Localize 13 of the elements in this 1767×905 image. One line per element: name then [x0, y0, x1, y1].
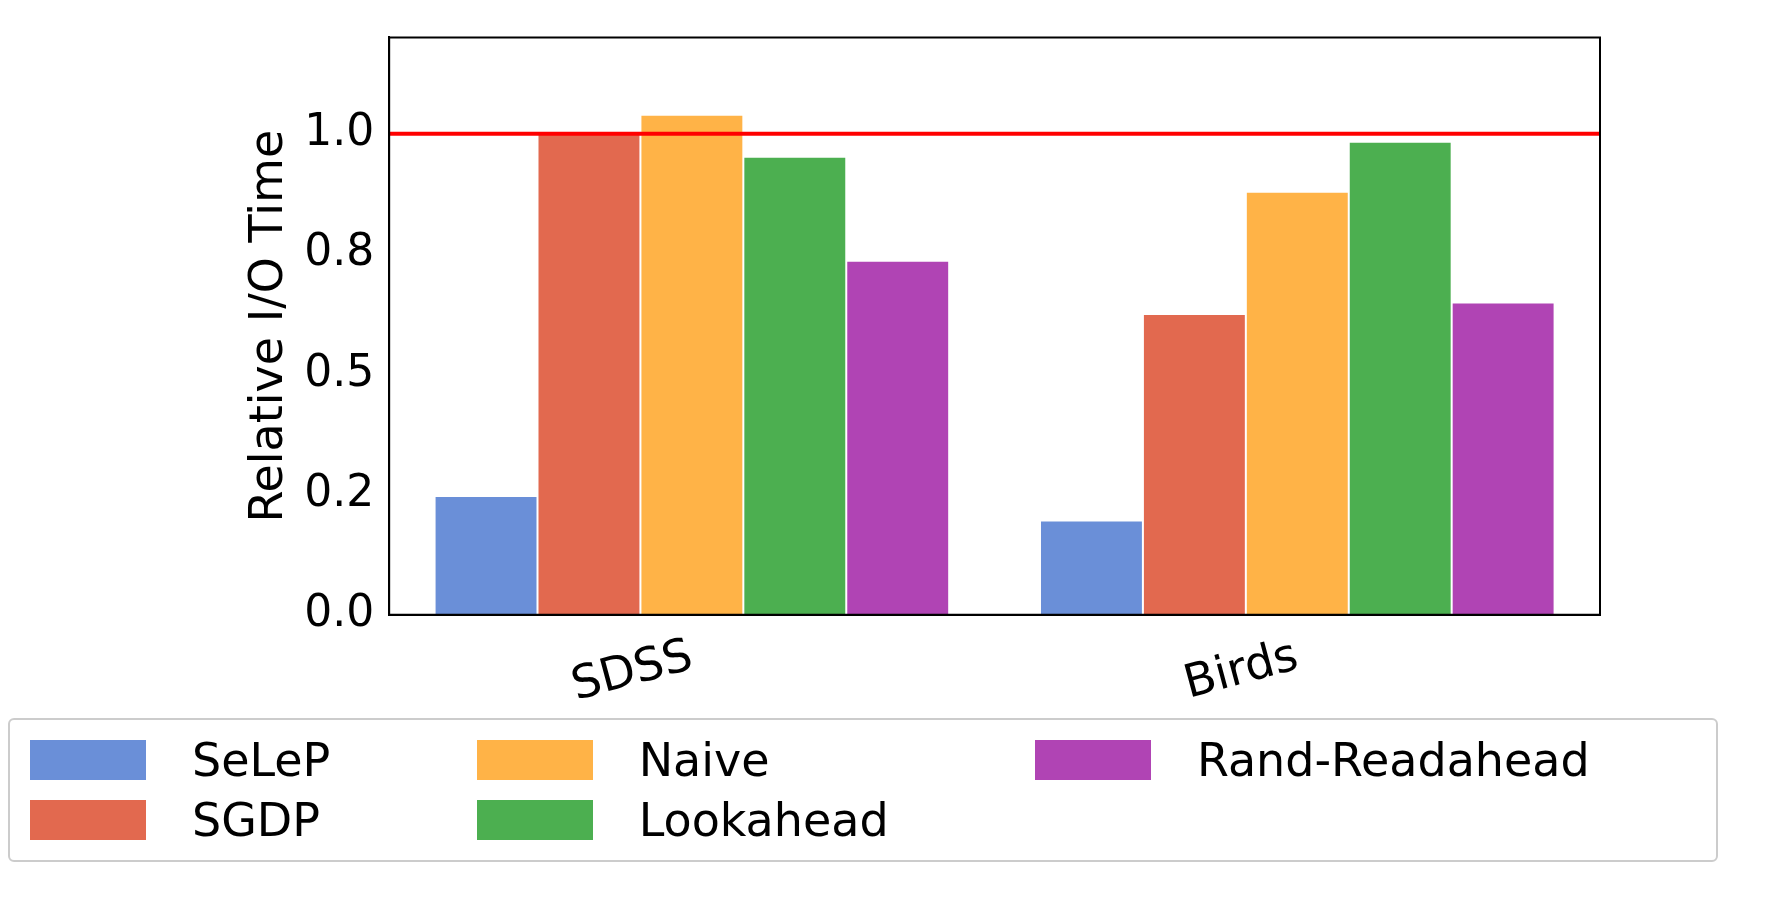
y-axis-title: Relative I/O Time: [238, 129, 293, 523]
y-tick-label: 0.0: [304, 585, 375, 637]
legend-label: Rand-Readahead: [1196, 733, 1590, 787]
legend-label: SeLeP: [192, 733, 331, 787]
legend-label: Lookahead: [638, 793, 889, 847]
legend-label: Naive: [638, 733, 770, 787]
x-tick-label: SDSS: [565, 626, 698, 711]
y-tick-label: 0.5: [304, 344, 375, 396]
y-tick-label: 1.0: [304, 104, 375, 156]
y-tick-label: 0.8: [304, 224, 375, 276]
legend-label: SGDP: [192, 793, 321, 847]
x-tick-label: Birds: [1177, 626, 1304, 709]
y-tick-label: 0.2: [304, 464, 375, 516]
